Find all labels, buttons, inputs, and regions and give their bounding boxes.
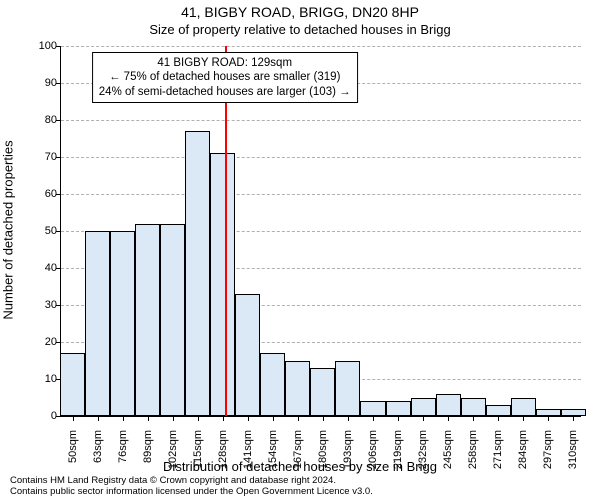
histogram-bar bbox=[561, 409, 586, 416]
page-subtitle: Size of property relative to detached ho… bbox=[0, 22, 600, 37]
y-tick-label: 70 bbox=[27, 151, 57, 163]
y-tick-label: 20 bbox=[27, 336, 57, 348]
x-axis-label: Distribution of detached houses by size … bbox=[0, 459, 600, 474]
x-tick-mark bbox=[148, 416, 149, 421]
histogram-bar bbox=[411, 398, 436, 417]
footer-attribution: Contains HM Land Registry data © Crown c… bbox=[10, 476, 590, 498]
histogram-bar bbox=[85, 231, 110, 416]
x-tick-mark bbox=[323, 416, 324, 421]
histogram-bar bbox=[110, 231, 135, 416]
x-tick-mark bbox=[198, 416, 199, 421]
y-tick-label: 30 bbox=[27, 299, 57, 311]
x-tick-mark bbox=[73, 416, 74, 421]
histogram-bar bbox=[536, 409, 561, 416]
histogram-bar bbox=[511, 398, 536, 417]
x-tick-mark bbox=[98, 416, 99, 421]
x-tick-mark bbox=[248, 416, 249, 421]
x-tick-mark bbox=[548, 416, 549, 421]
histogram-bar bbox=[360, 401, 385, 416]
x-tick-mark bbox=[473, 416, 474, 421]
histogram-bar bbox=[260, 353, 285, 416]
histogram-bar bbox=[160, 224, 185, 416]
y-tick-label: 80 bbox=[27, 114, 57, 126]
gridline bbox=[61, 157, 581, 158]
gridline bbox=[61, 46, 581, 47]
histogram-bar bbox=[486, 405, 511, 416]
gridline bbox=[61, 194, 581, 195]
y-axis-label: Number of detached properties bbox=[1, 140, 16, 319]
histogram-bar bbox=[335, 361, 360, 417]
y-tick-label: 0 bbox=[27, 410, 57, 422]
y-tick-label: 90 bbox=[27, 77, 57, 89]
histogram-bar bbox=[185, 131, 210, 416]
histogram-bar bbox=[461, 398, 486, 417]
x-tick-mark bbox=[498, 416, 499, 421]
x-tick-mark bbox=[398, 416, 399, 421]
histogram-bar bbox=[386, 401, 411, 416]
x-tick-mark bbox=[373, 416, 374, 421]
histogram-bar bbox=[436, 394, 461, 416]
gridline bbox=[61, 120, 581, 121]
histogram-bar bbox=[310, 368, 335, 416]
histogram-bar bbox=[210, 153, 235, 416]
histogram-bar bbox=[135, 224, 160, 416]
x-tick-mark bbox=[423, 416, 424, 421]
callout-line: 41 BIGBY ROAD: 129sqm bbox=[99, 56, 351, 70]
callout-line: ← 75% of detached houses are smaller (31… bbox=[99, 70, 351, 84]
callout-line: 24% of semi-detached houses are larger (… bbox=[99, 85, 351, 99]
x-tick-mark bbox=[348, 416, 349, 421]
y-tick-label: 50 bbox=[27, 225, 57, 237]
x-tick-mark bbox=[273, 416, 274, 421]
x-tick-mark bbox=[173, 416, 174, 421]
page-title: 41, BIGBY ROAD, BRIGG, DN20 8HP bbox=[0, 4, 600, 20]
y-tick-label: 60 bbox=[27, 188, 57, 200]
y-tick-label: 40 bbox=[27, 262, 57, 274]
x-tick-mark bbox=[223, 416, 224, 421]
x-tick-mark bbox=[123, 416, 124, 421]
y-tick-label: 10 bbox=[27, 373, 57, 385]
marker-callout: 41 BIGBY ROAD: 129sqm← 75% of detached h… bbox=[92, 52, 358, 103]
histogram-bar bbox=[235, 294, 260, 416]
histogram-bar bbox=[60, 353, 85, 416]
x-tick-mark bbox=[523, 416, 524, 421]
histogram-bar bbox=[285, 361, 310, 417]
x-tick-mark bbox=[448, 416, 449, 421]
x-tick-mark bbox=[298, 416, 299, 421]
x-tick-mark bbox=[573, 416, 574, 421]
y-tick-label: 100 bbox=[27, 40, 57, 52]
footer-line: Contains public sector information licen… bbox=[10, 487, 590, 498]
chart-plot-area: 010203040506070809010050sqm63sqm76sqm89s… bbox=[60, 46, 581, 417]
